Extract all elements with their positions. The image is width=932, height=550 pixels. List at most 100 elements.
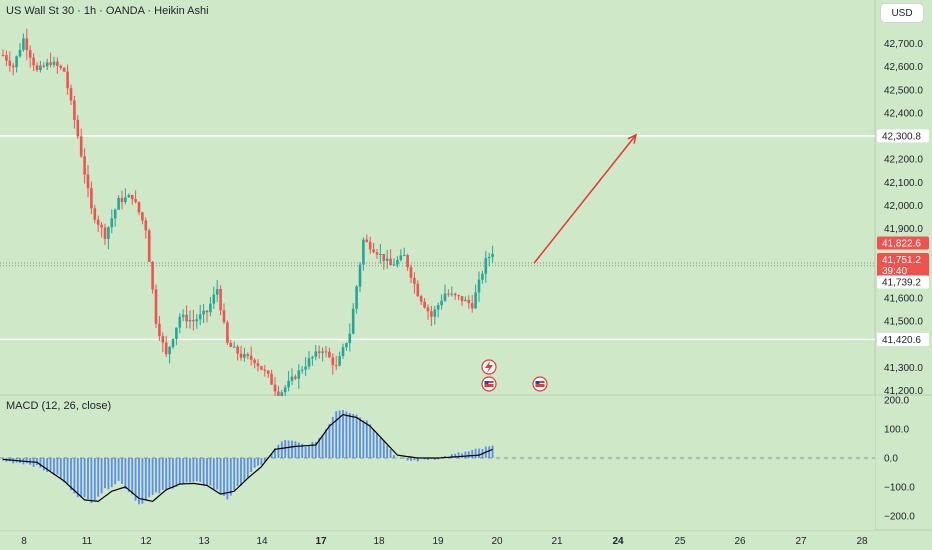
candle xyxy=(79,128,83,158)
macd-bar xyxy=(277,444,280,458)
candle-body xyxy=(491,253,494,257)
macd-bar xyxy=(348,412,351,458)
price-axis-tick: 42,700.0 xyxy=(884,39,923,50)
candle-body xyxy=(107,227,110,239)
candle xyxy=(100,221,103,238)
candle xyxy=(300,365,304,374)
macd-bar xyxy=(403,457,406,459)
macd-bar xyxy=(311,441,314,458)
candle xyxy=(90,181,93,215)
time-axis-label: 8 xyxy=(21,536,27,547)
candle-body xyxy=(419,296,423,302)
candle-body xyxy=(416,283,420,297)
candle xyxy=(253,358,256,369)
support-badge: 41,420.6 xyxy=(877,332,929,346)
candle xyxy=(215,279,219,303)
us-flag-event-icon[interactable] xyxy=(481,376,497,392)
candle-body xyxy=(328,351,331,358)
candle xyxy=(93,204,97,224)
macd-bar xyxy=(219,458,222,494)
candle xyxy=(341,343,345,359)
candle-body xyxy=(266,370,270,374)
candle xyxy=(297,364,301,389)
candle-body xyxy=(341,347,345,357)
candle-body xyxy=(399,255,403,261)
macd-bar xyxy=(141,458,144,504)
candle-body xyxy=(226,322,229,343)
candle xyxy=(362,237,365,271)
price-axis-tick: 42,500.0 xyxy=(884,85,923,96)
macd-bar xyxy=(144,458,147,500)
lightning-icon xyxy=(485,361,493,373)
candle-body xyxy=(368,241,372,250)
lightning-event-icon[interactable] xyxy=(481,359,497,375)
candle xyxy=(32,53,35,72)
us-flag-event-icon[interactable] xyxy=(532,376,548,392)
badge-bg xyxy=(877,253,929,277)
macd-bar xyxy=(70,458,72,491)
candle-body xyxy=(110,218,114,228)
price-axis-tick: 42,000.0 xyxy=(884,201,923,212)
macd-bar xyxy=(209,458,212,486)
macd-bar xyxy=(80,458,83,497)
candle-body xyxy=(62,67,66,72)
candle-body xyxy=(450,293,454,295)
macd-bar xyxy=(161,458,164,490)
candle-body xyxy=(365,239,369,242)
candle xyxy=(464,296,467,302)
price-axis-tick: 41,500.0 xyxy=(884,317,923,328)
candle xyxy=(243,347,246,362)
macd-bar xyxy=(76,458,79,498)
candle-body xyxy=(42,65,46,67)
candle-body xyxy=(273,384,277,392)
macd-bar xyxy=(457,452,460,458)
projection-arrow-head xyxy=(627,133,638,144)
candle-body xyxy=(69,88,73,101)
macd-bar xyxy=(365,420,368,458)
candle xyxy=(474,284,477,310)
macd-bar xyxy=(464,451,467,458)
macd-bar xyxy=(359,417,361,458)
flag-stripe-white xyxy=(484,383,494,384)
candle xyxy=(178,312,182,334)
candle xyxy=(144,217,148,239)
candle-body xyxy=(103,227,107,239)
macd-bar xyxy=(413,458,416,461)
currency-button[interactable]: USD xyxy=(880,3,924,23)
macd-bar xyxy=(314,441,317,458)
candle-body xyxy=(120,198,124,203)
candle-body xyxy=(413,277,416,284)
macd-bar xyxy=(240,458,242,486)
candle-body xyxy=(331,357,335,366)
candle xyxy=(202,304,205,324)
macd-bar xyxy=(416,458,419,462)
candle-body xyxy=(307,358,311,367)
macd-bar xyxy=(280,441,283,458)
price-axis-tick: 42,200.0 xyxy=(884,155,923,166)
candle-body xyxy=(351,308,355,334)
candle xyxy=(76,115,80,140)
macd-bar xyxy=(226,458,229,500)
time-axis-label: 13 xyxy=(198,536,210,547)
macd-bar xyxy=(39,458,42,468)
macd-bar xyxy=(433,458,436,460)
candle xyxy=(372,242,375,254)
macd-bar xyxy=(165,458,168,490)
macd-bar xyxy=(362,420,365,458)
macd-bar xyxy=(25,458,28,464)
candle-body xyxy=(358,264,362,287)
macd-bar xyxy=(199,458,202,482)
candle-body xyxy=(270,373,273,385)
macd-bar xyxy=(491,445,494,458)
macd-bar xyxy=(250,458,253,473)
candle xyxy=(481,270,484,284)
macd-bar xyxy=(117,458,120,481)
macd-axis-tick: −200.0 xyxy=(884,511,915,522)
candle-body xyxy=(379,253,382,255)
candle xyxy=(171,338,175,349)
last-price-text: 41,751.2 xyxy=(882,255,921,266)
macd-bar xyxy=(328,423,331,458)
flag-stripe-white xyxy=(535,383,545,384)
